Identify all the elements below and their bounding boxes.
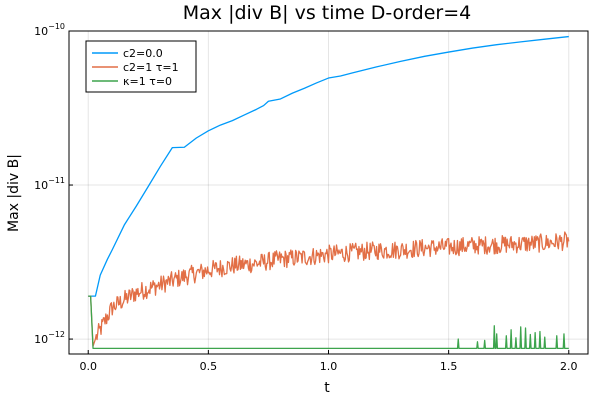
y-axis-ticks: 10−12 10−11 10−10 (34, 22, 73, 346)
x-tick-label: 2.0 (560, 360, 578, 373)
legend-label-2: c2=1 τ=1 (123, 61, 179, 74)
x-tick-label: 1.5 (440, 360, 458, 373)
x-tick-label: 0.5 (200, 360, 218, 373)
x-tick-label: 0.0 (79, 360, 97, 373)
x-tick-label: 1.0 (320, 360, 338, 373)
x-axis-ticks: 0.0 0.5 1.0 1.5 2.0 (79, 350, 578, 373)
legend: c2=0.0c2=1 τ=1κ=1 τ=0 (85, 40, 197, 93)
series-line-3 (88, 295, 569, 350)
chart-title: Max |div B| vs time D-order=4 (183, 2, 471, 24)
grid (69, 30, 588, 354)
x-axis-label: t (324, 380, 330, 396)
y-tick-label: 10−11 (34, 176, 65, 192)
y-tick-label: 10−12 (34, 330, 65, 346)
legend-label-3: κ=1 τ=0 (123, 75, 172, 88)
series-layer (88, 35, 570, 350)
legend-label-1: c2=0.0 (123, 47, 163, 60)
y-axis-label: Max |div B| (6, 154, 22, 232)
series-line-2 (88, 231, 570, 347)
y-tick-label: 10−10 (34, 22, 65, 38)
series-line-1 (88, 35, 569, 297)
